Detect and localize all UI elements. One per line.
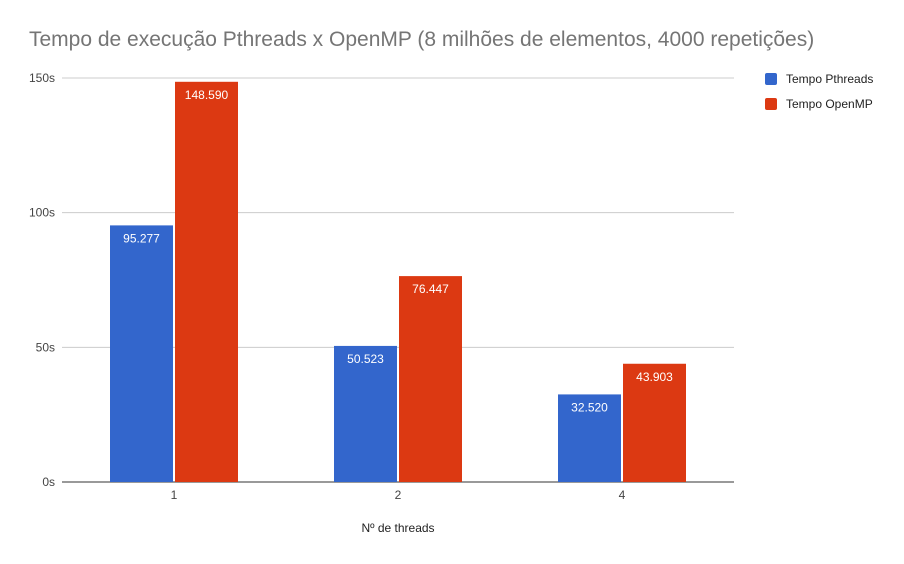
legend-label-openmp: Tempo OpenMP: [786, 97, 873, 111]
x-tick-label: 4: [619, 488, 626, 502]
x-axis-ticks: 1 2 4: [171, 488, 626, 502]
bar-openmp: [175, 81, 238, 482]
bar-openmp: [623, 363, 686, 482]
x-tick-label: 2: [395, 488, 402, 502]
data-label: 95.277: [123, 231, 160, 245]
data-labels: 95.277 148.590 50.523 76.447 32.520 43.903: [123, 88, 673, 415]
legend-label-pthreads: Tempo Pthreads: [786, 72, 874, 86]
y-tick-label: 0s: [42, 475, 55, 489]
y-tick-label: 100s: [29, 206, 55, 220]
bar-pthreads: [558, 394, 621, 482]
data-label: 148.590: [185, 88, 229, 102]
y-axis-ticks: 0s 50s 100s 150s: [29, 71, 55, 489]
x-axis-title: Nº de threads: [361, 521, 435, 535]
bar-pthreads: [334, 345, 397, 482]
chart-title: Tempo de execução Pthreads x OpenMP (8 m…: [29, 28, 815, 51]
bar-pthreads: [110, 225, 173, 483]
y-tick-label: 50s: [36, 340, 55, 354]
bar-openmp: [399, 276, 462, 482]
legend-entry-pthreads[interactable]: Tempo Pthreads: [765, 72, 873, 86]
bars: [110, 81, 686, 483]
legend-swatch-pthreads: [765, 73, 777, 85]
y-tick-label: 150s: [29, 71, 55, 85]
legend-entry-openmp[interactable]: Tempo OpenMP: [765, 97, 873, 111]
legend-swatch-openmp: [765, 98, 777, 110]
x-tick-label: 1: [171, 488, 178, 502]
gridlines: [62, 77, 734, 483]
data-label: 76.447: [412, 282, 449, 296]
data-label: 32.520: [571, 400, 608, 414]
data-label: 50.523: [347, 352, 384, 366]
data-label: 43.903: [636, 370, 673, 384]
